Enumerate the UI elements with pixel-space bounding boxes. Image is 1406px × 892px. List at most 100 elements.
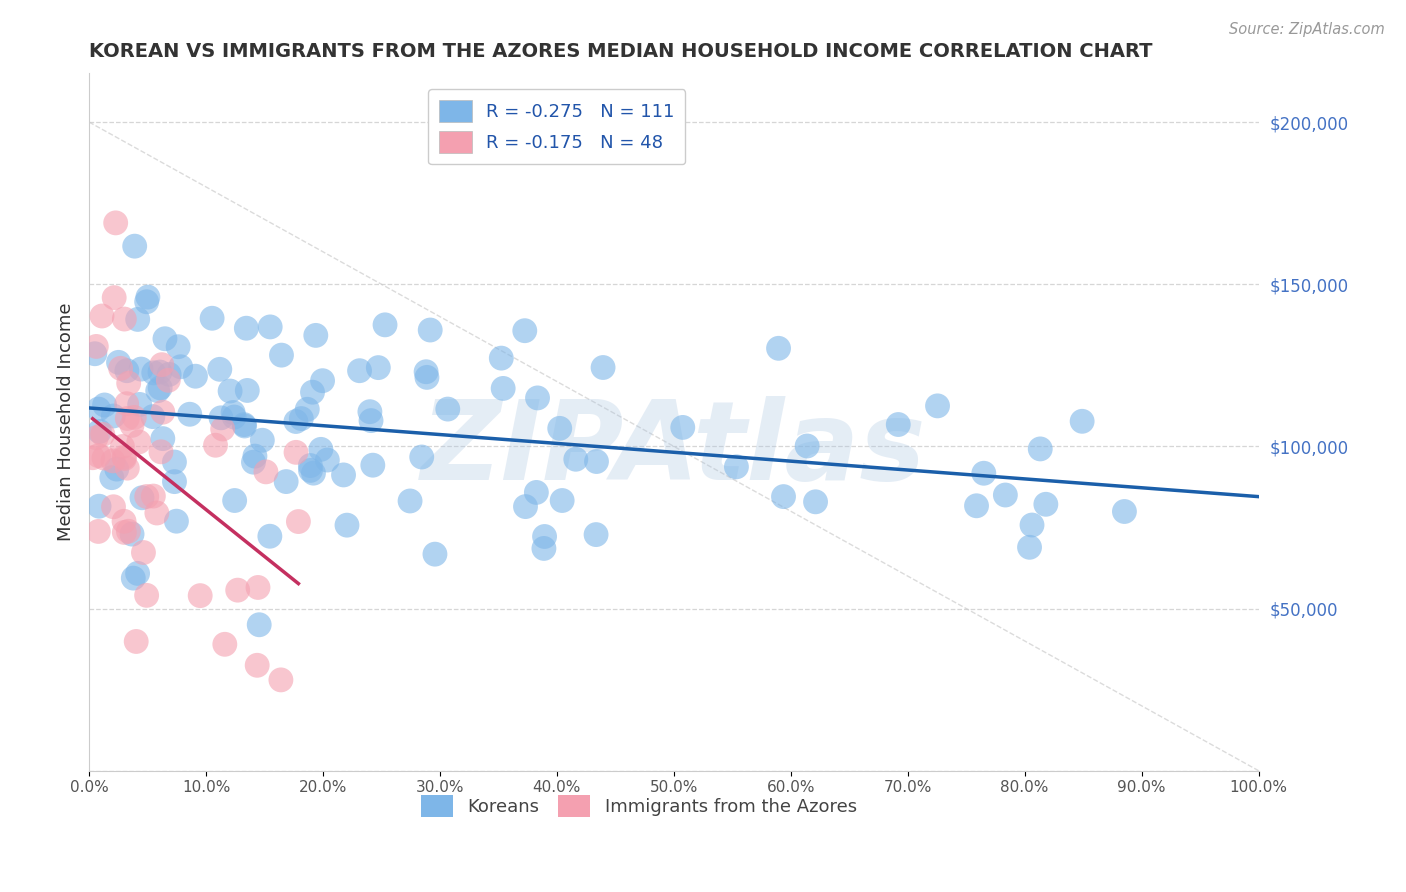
Point <box>103 500 125 514</box>
Point <box>135 490 157 504</box>
Point <box>224 410 246 425</box>
Point <box>233 417 256 432</box>
Point <box>163 475 186 489</box>
Point <box>423 547 446 561</box>
Point <box>419 323 441 337</box>
Point <box>129 362 152 376</box>
Point <box>128 434 150 449</box>
Point <box>491 351 513 365</box>
Point <box>84 339 107 353</box>
Y-axis label: Median Household Income: Median Household Income <box>58 302 75 541</box>
Point <box>299 463 322 477</box>
Point <box>82 450 104 465</box>
Point <box>121 527 143 541</box>
Point <box>114 451 136 466</box>
Point <box>533 529 555 543</box>
Point <box>157 368 180 382</box>
Point <box>247 617 270 632</box>
Point <box>270 348 292 362</box>
Point <box>84 431 107 445</box>
Point <box>214 637 236 651</box>
Point <box>309 442 332 457</box>
Point <box>524 485 547 500</box>
Point <box>208 362 231 376</box>
Point <box>235 321 257 335</box>
Point <box>1035 497 1057 511</box>
Point <box>112 312 135 326</box>
Point <box>1021 518 1043 533</box>
Point <box>548 421 571 435</box>
Point <box>399 494 422 508</box>
Point <box>311 374 333 388</box>
Point <box>1018 541 1040 555</box>
Point <box>360 414 382 428</box>
Point <box>87 449 110 463</box>
Point <box>242 455 264 469</box>
Point <box>157 373 180 387</box>
Point <box>285 445 308 459</box>
Point <box>367 360 389 375</box>
Point <box>91 309 114 323</box>
Point <box>117 461 139 475</box>
Point <box>128 397 150 411</box>
Point <box>112 514 135 528</box>
Point <box>927 399 949 413</box>
Point <box>305 328 328 343</box>
Point <box>492 381 515 395</box>
Point <box>135 294 157 309</box>
Point <box>243 449 266 463</box>
Point <box>290 411 312 425</box>
Point <box>103 409 125 423</box>
Point <box>226 583 249 598</box>
Point <box>233 419 256 434</box>
Point <box>93 450 115 465</box>
Point <box>118 376 141 391</box>
Point <box>111 440 134 454</box>
Point <box>163 455 186 469</box>
Point <box>361 458 384 473</box>
Point <box>204 438 226 452</box>
Point <box>585 527 607 541</box>
Point <box>201 311 224 326</box>
Point <box>93 398 115 412</box>
Point <box>436 402 458 417</box>
Point <box>132 545 155 559</box>
Point <box>526 391 548 405</box>
Point <box>252 434 274 448</box>
Point <box>142 409 165 424</box>
Point <box>127 566 149 581</box>
Point <box>87 402 110 417</box>
Point <box>224 493 246 508</box>
Point <box>416 370 439 384</box>
Point <box>259 529 281 543</box>
Point <box>146 384 169 398</box>
Point <box>219 384 242 398</box>
Point <box>246 581 269 595</box>
Point <box>515 500 537 514</box>
Point <box>301 385 323 400</box>
Point <box>101 454 124 468</box>
Point <box>359 405 381 419</box>
Point <box>804 495 827 509</box>
Point <box>592 360 614 375</box>
Point <box>973 467 995 481</box>
Point <box>299 458 322 473</box>
Point <box>89 425 111 439</box>
Point <box>179 407 201 421</box>
Point <box>1114 504 1136 518</box>
Point <box>112 450 135 465</box>
Point <box>169 359 191 374</box>
Point <box>302 466 325 480</box>
Point <box>115 397 138 411</box>
Point <box>184 369 207 384</box>
Point <box>107 355 129 369</box>
Point <box>1029 442 1052 456</box>
Point <box>513 324 536 338</box>
Point <box>316 453 339 467</box>
Point <box>125 634 148 648</box>
Point <box>112 525 135 540</box>
Point <box>87 499 110 513</box>
Point <box>115 364 138 378</box>
Point <box>122 571 145 585</box>
Point <box>551 493 574 508</box>
